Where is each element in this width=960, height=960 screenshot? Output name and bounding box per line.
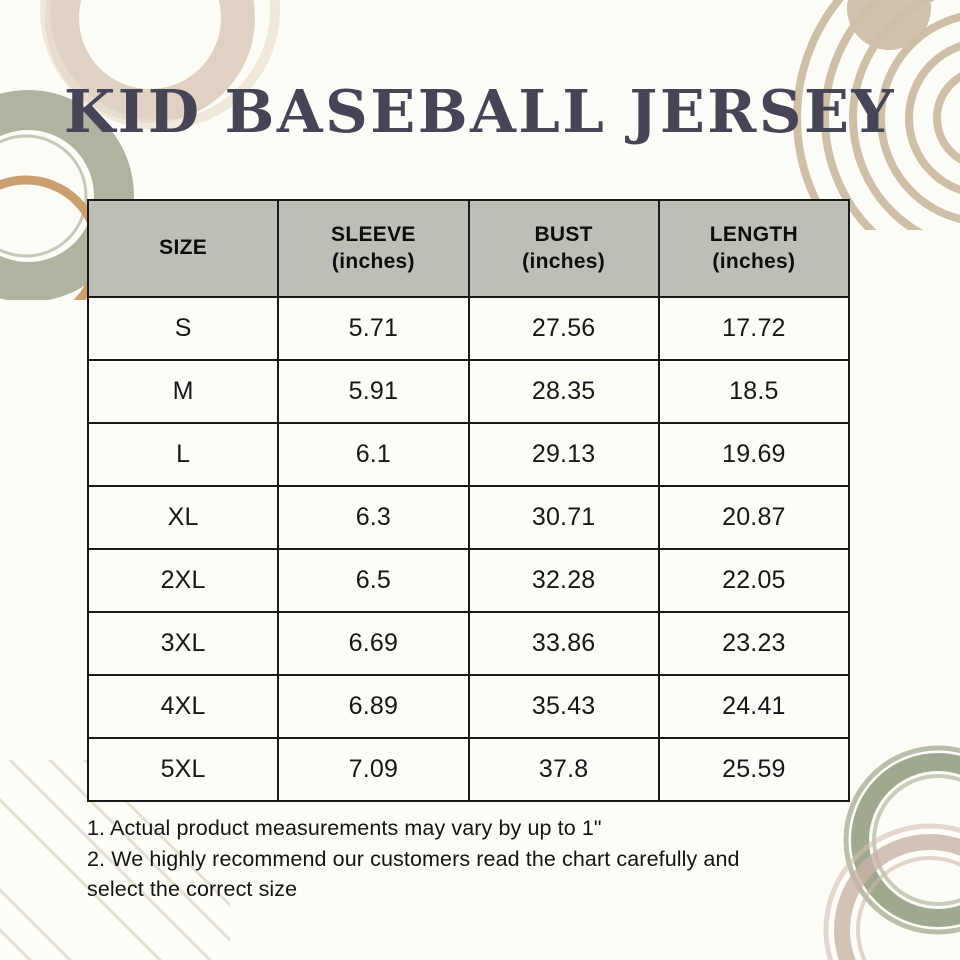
table-header-row: SIZE SLEEVE (inches) BUST (inches) LENGT… — [86, 199, 851, 298]
cell-length: 20.87 — [657, 485, 851, 550]
cell-bust: 27.56 — [467, 296, 660, 361]
cell-bust: 37.8 — [467, 737, 660, 802]
footer-note-2: 2. We highly recommend our customers rea… — [87, 846, 740, 871]
column-header-bust-unit: (inches) — [522, 249, 606, 273]
column-header-length: LENGTH (inches) — [657, 199, 851, 298]
footer-note-3: select the correct size — [87, 877, 298, 902]
cell-length: 22.05 — [657, 548, 851, 613]
table-row: L 6.1 29.13 19.69 — [86, 422, 851, 487]
cell-sleeve: 7.09 — [277, 737, 470, 802]
column-header-bust: BUST (inches) — [467, 199, 660, 298]
table-row: M 5.91 28.35 18.5 — [86, 359, 851, 424]
cell-sleeve: 6.5 — [277, 548, 470, 613]
cell-bust: 29.13 — [467, 422, 660, 487]
cell-size: L — [86, 422, 280, 487]
cell-size: 3XL — [86, 611, 280, 676]
column-header-bust-main: BUST — [534, 222, 593, 246]
table-row: S 5.71 27.56 17.72 — [86, 296, 851, 361]
column-header-length-main: LENGTH — [709, 222, 798, 246]
cell-length: 17.72 — [657, 296, 851, 361]
footer-note-1: 1. Actual product measurements may vary … — [87, 816, 602, 840]
cell-size: 4XL — [86, 674, 280, 739]
cell-bust: 32.28 — [467, 548, 660, 613]
cell-size: 5XL — [86, 737, 280, 802]
column-header-length-unit: (inches) — [712, 249, 796, 273]
cell-bust: 30.71 — [467, 485, 660, 550]
table-body: S 5.71 27.56 17.72 M 5.91 28.35 18.5 L 6… — [86, 296, 851, 802]
cell-length: 19.69 — [657, 422, 851, 487]
size-chart-table: SIZE SLEEVE (inches) BUST (inches) LENGT… — [86, 199, 851, 802]
table-row: XL 6.3 30.71 20.87 — [86, 485, 851, 550]
cell-length: 18.5 — [657, 359, 851, 424]
cell-length: 23.23 — [657, 611, 851, 676]
cell-sleeve: 5.91 — [277, 359, 470, 424]
column-header-sleeve: SLEEVE (inches) — [277, 199, 470, 298]
page-title: KID BASEBALL JERSEY — [63, 77, 897, 146]
column-header-sleeve-main: SLEEVE — [331, 222, 416, 246]
footer-notes: 1. Actual product measurements may vary … — [87, 813, 877, 905]
table-row: 2XL 6.5 32.28 22.05 — [86, 548, 851, 613]
cell-size: XL — [86, 485, 280, 550]
cell-length: 24.41 — [657, 674, 851, 739]
column-header-size-main: SIZE — [159, 236, 208, 260]
cell-size: S — [86, 296, 280, 361]
table-row: 5XL 7.09 37.8 25.59 — [86, 737, 851, 802]
cell-sleeve: 6.1 — [277, 422, 470, 487]
cell-length: 25.59 — [657, 737, 851, 802]
column-header-sleeve-unit: (inches) — [331, 249, 415, 273]
column-header-size: SIZE — [86, 199, 280, 298]
cell-size: M — [86, 359, 280, 424]
table-header: SIZE SLEEVE (inches) BUST (inches) LENGT… — [86, 199, 851, 298]
cell-bust: 35.43 — [467, 674, 660, 739]
cell-sleeve: 6.69 — [277, 611, 470, 676]
cell-sleeve: 6.3 — [277, 485, 470, 550]
cell-sleeve: 5.71 — [277, 296, 470, 361]
cell-sleeve: 6.89 — [277, 674, 470, 739]
table-row: 3XL 6.69 33.86 23.23 — [86, 611, 851, 676]
table-row: 4XL 6.89 35.43 24.41 — [86, 674, 851, 739]
cell-bust: 33.86 — [467, 611, 660, 676]
cell-bust: 28.35 — [467, 359, 660, 424]
cell-size: 2XL — [86, 548, 280, 613]
